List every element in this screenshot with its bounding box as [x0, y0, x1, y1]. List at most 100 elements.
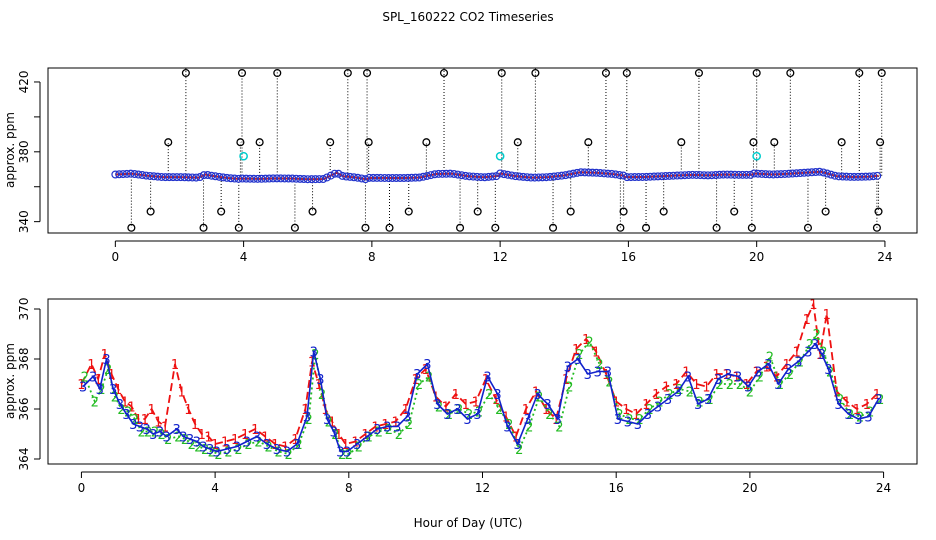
series-3-point-label: 3: [156, 426, 164, 441]
top-y-tick-label: 340: [17, 210, 31, 233]
series-3-point-label: 3: [824, 363, 832, 378]
outlier-point: [146, 207, 155, 216]
series-2-line: [83, 332, 881, 455]
data-point: [703, 171, 712, 180]
outlier-point: [616, 223, 625, 232]
data-point: [719, 170, 728, 179]
data-point: [353, 173, 362, 182]
series-2-point-label: 2: [201, 443, 209, 458]
series-3-point-label: 3: [544, 398, 552, 413]
series-2-point-label: 2: [555, 421, 563, 436]
data-point: [215, 172, 224, 181]
series-2-point-label: 2: [656, 396, 664, 411]
data-point: [195, 173, 204, 182]
series-3-point-label: 3: [594, 366, 602, 381]
top-plot-frame: [47, 67, 918, 234]
outlier-point: [439, 68, 449, 78]
data-point: [727, 170, 736, 179]
data-point: [303, 175, 312, 184]
series-2-point-label: 2: [585, 336, 593, 351]
series-1-point-label: 1: [843, 396, 851, 411]
series-2-point-label: 2: [716, 378, 724, 393]
series-2-point-label: 2: [756, 371, 764, 386]
top-panel: 0 4 8 12 16 20 24 340 380 420 approx. ppm: [3, 67, 918, 264]
data-point: [338, 171, 347, 180]
series-1-point-label: 1: [335, 428, 343, 443]
series-2-point-label: 2: [188, 438, 196, 453]
data-point: [361, 175, 370, 184]
data-point: [461, 171, 470, 180]
data-point: [415, 173, 424, 182]
data-point: [449, 169, 458, 178]
data-point: [407, 173, 416, 182]
series-3-point-label: 3: [684, 371, 692, 386]
calibration-point: [239, 151, 248, 161]
data-point: [169, 173, 178, 182]
data-point: [330, 169, 339, 178]
outlier-point: [422, 138, 431, 147]
outlier-point: [236, 138, 245, 147]
series-2-point-label: 2: [111, 391, 119, 406]
series-2-point-label: 2: [208, 446, 216, 461]
series-1-point-label: 1: [231, 433, 239, 448]
series-2-point-label: 2: [234, 443, 242, 458]
top-x-tick-label: 12: [492, 250, 507, 264]
series-1-point-label: 1: [101, 348, 109, 363]
outlier-point: [255, 138, 264, 147]
series-3-point-label: 3: [89, 371, 97, 386]
data-point: [634, 173, 643, 182]
data-point: [315, 175, 324, 184]
series-1-point-label: 1: [452, 388, 460, 403]
outlier-point: [234, 223, 243, 232]
top-x-tick-label: 16: [621, 250, 636, 264]
data-point: [553, 172, 562, 181]
series-3-point-label: 3: [149, 428, 157, 443]
series-2-point-label: 2: [405, 418, 413, 433]
data-point: [246, 174, 255, 183]
series-1-point-label: 1: [492, 393, 500, 408]
data-point: [276, 174, 285, 183]
series-3-point-label: 3: [844, 408, 852, 423]
outlier-point: [622, 68, 631, 78]
series-3-point-label: 3: [764, 358, 772, 373]
series-3-point-label: 3: [554, 413, 562, 428]
data-point: [800, 168, 809, 177]
data-point: [115, 170, 124, 179]
data-point: [761, 170, 770, 179]
data-point: [111, 170, 120, 179]
bottom-y-tick-label: 364: [17, 448, 31, 471]
top-x-tick-label: 4: [240, 250, 248, 264]
data-point: [615, 170, 624, 179]
series-2-point-label: 2: [515, 443, 523, 458]
data-point: [765, 170, 774, 179]
series-1-point-label: 1: [816, 348, 824, 363]
series-1-point-label: 1: [77, 378, 85, 393]
series-3-point-label: 3: [864, 411, 872, 426]
data-point: [611, 170, 620, 179]
data-point: [269, 174, 278, 183]
outlier-point: [877, 68, 886, 78]
series-2-point-label: 2: [776, 378, 784, 393]
data-point: [380, 173, 389, 182]
data-point: [819, 168, 828, 177]
top-x-axis: 0 4 8 12 16 20 24: [112, 240, 893, 264]
data-point: [573, 168, 582, 177]
series-3-point-label: 3: [316, 373, 324, 388]
data-point: [603, 169, 612, 178]
outlier-point: [343, 68, 352, 78]
outlier-point: [127, 223, 136, 232]
series-3-point-label: 3: [493, 388, 501, 403]
data-point: [515, 172, 524, 181]
data-point: [546, 172, 555, 181]
data-point: [827, 170, 836, 179]
data-point: [376, 173, 385, 182]
data-point: [811, 168, 820, 177]
series-1-point-label: 1: [672, 378, 680, 393]
outlier-point: [747, 223, 756, 232]
series-3-point-label: 3: [503, 421, 511, 436]
series-3-point-label: 3: [353, 438, 361, 453]
series-2-point-label: 2: [305, 413, 313, 428]
data-point: [299, 175, 308, 184]
data-point: [384, 174, 393, 183]
outlier-point: [548, 223, 558, 232]
